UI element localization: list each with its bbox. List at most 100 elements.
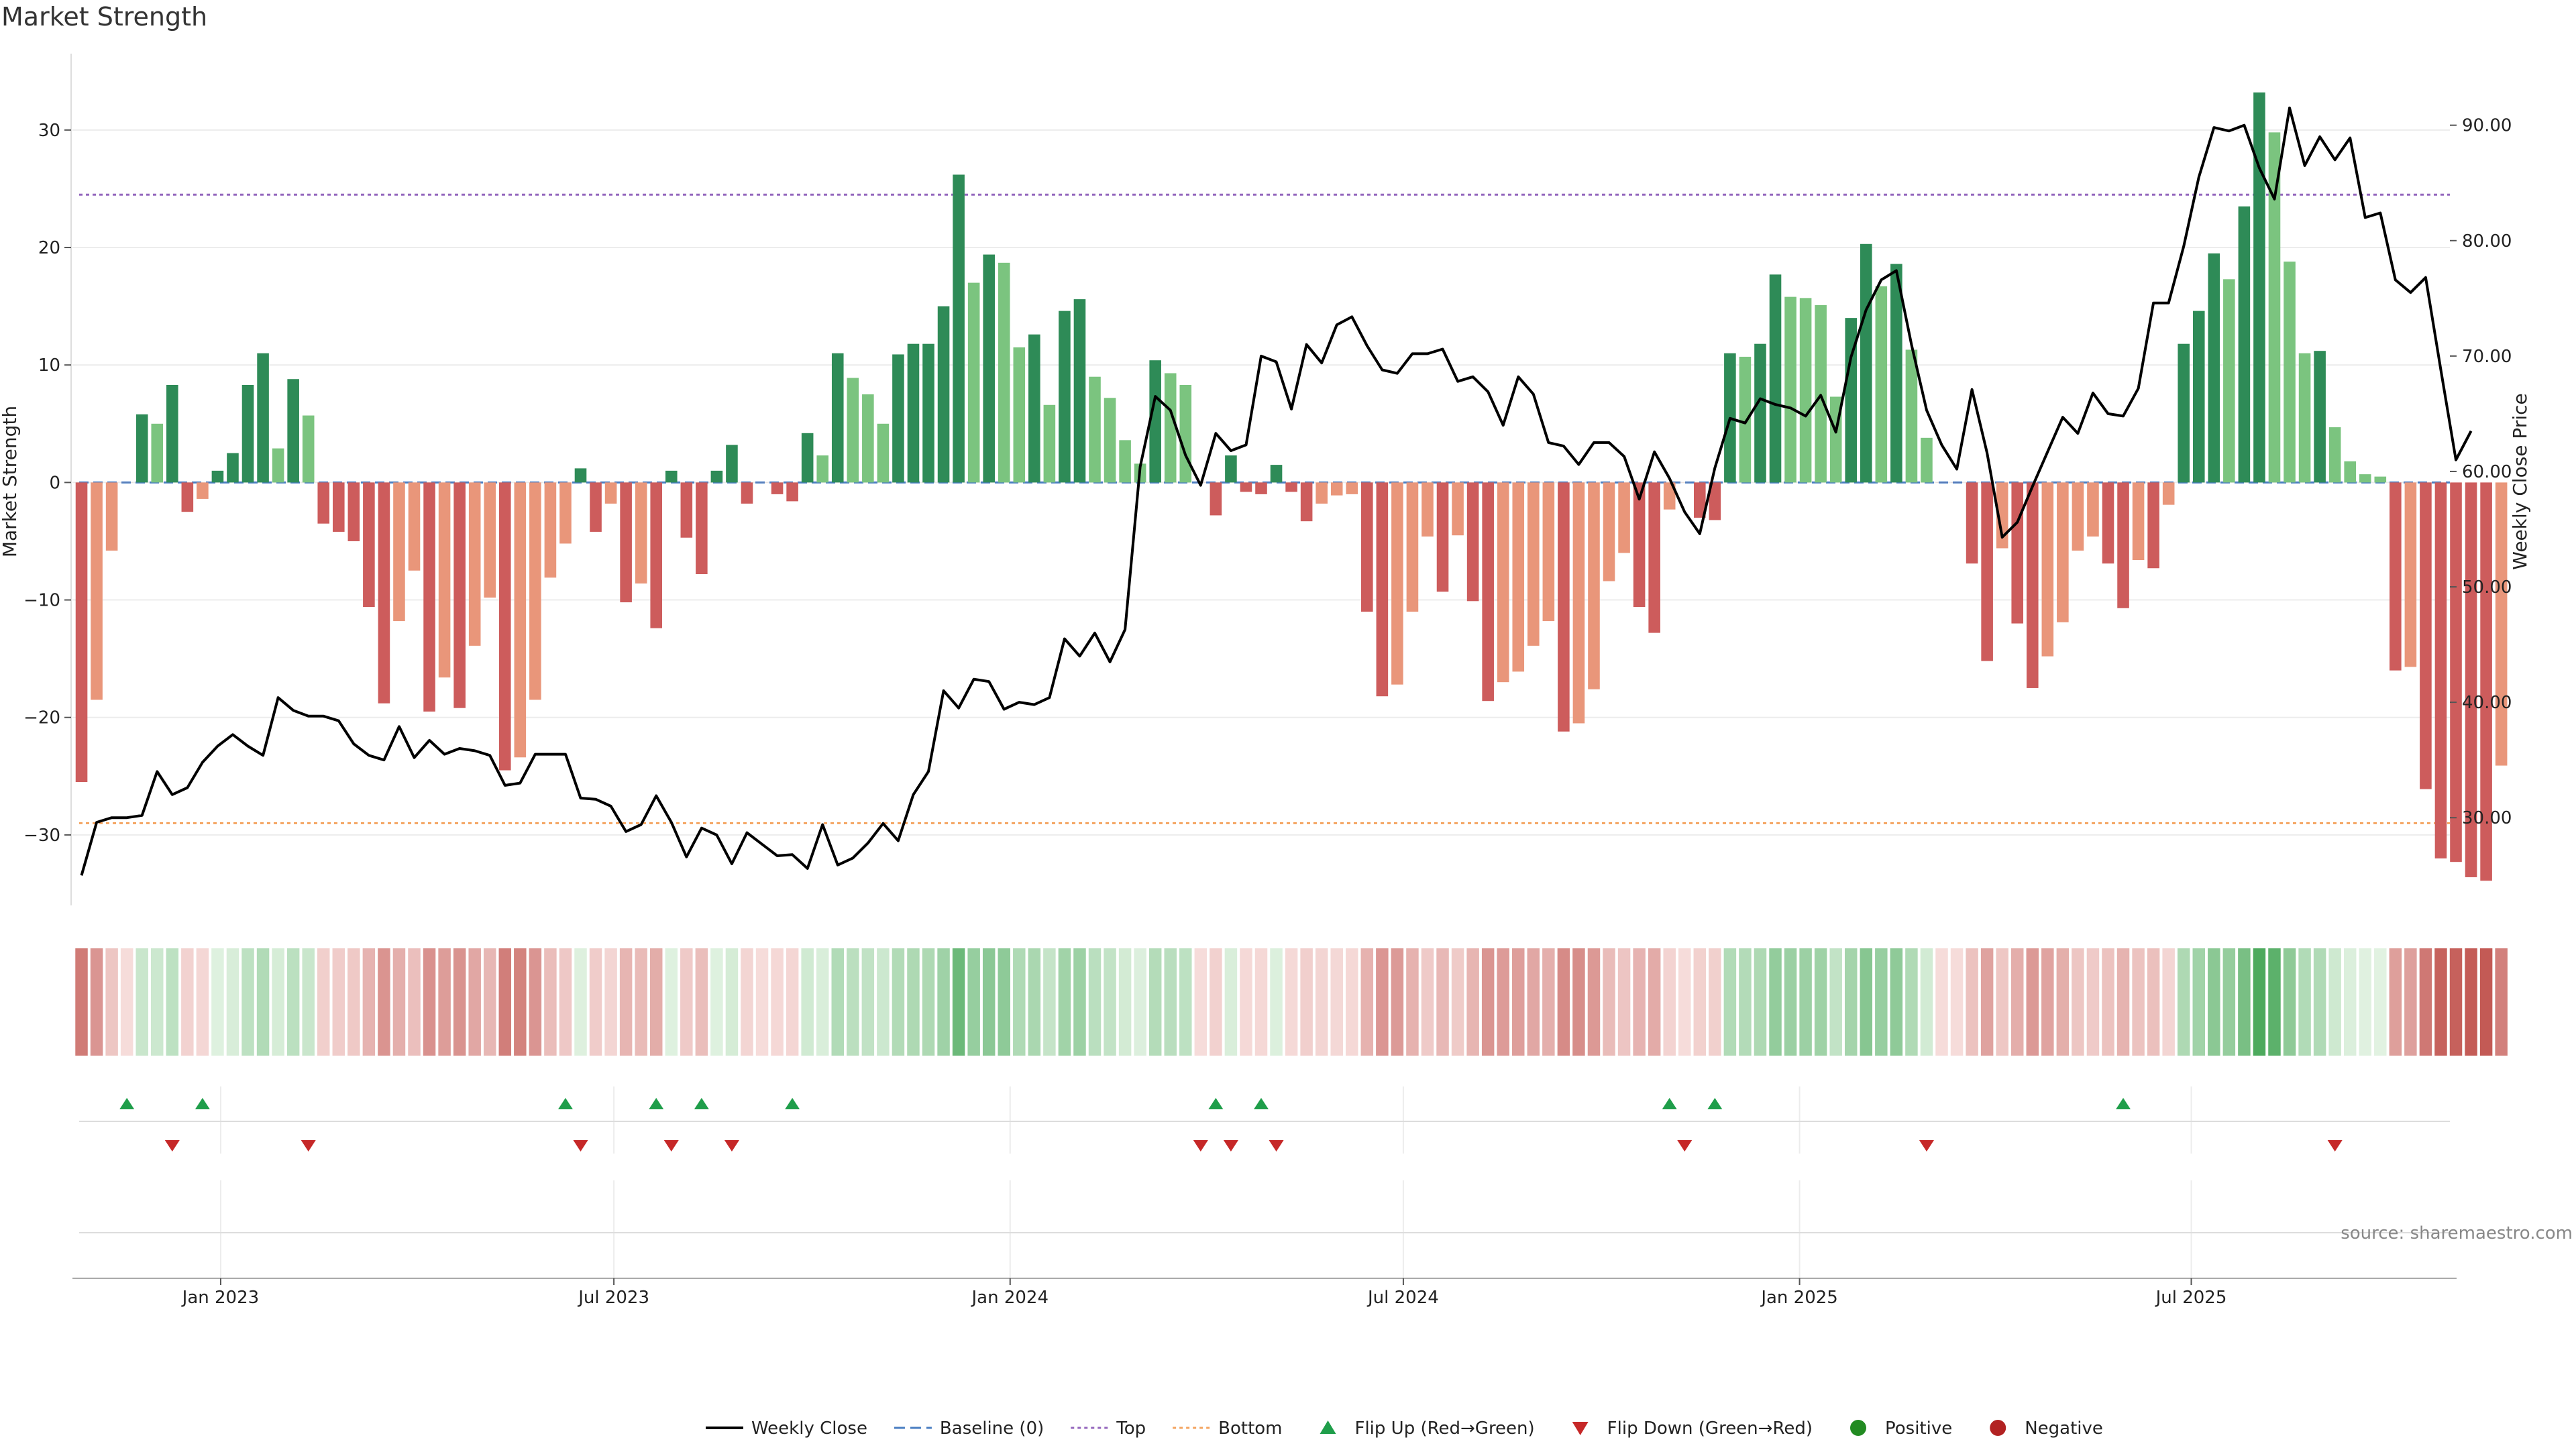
heat-cell: [559, 948, 572, 1056]
heat-cell: [1482, 948, 1494, 1056]
strength-bar: [968, 283, 980, 483]
heat-cell: [197, 948, 209, 1056]
heat-cell: [1195, 948, 1207, 1056]
strength-bar: [2329, 427, 2341, 482]
heat-cell: [1921, 948, 1933, 1056]
heat-cell: [2208, 948, 2220, 1056]
strength-bar: [2057, 482, 2069, 622]
heat-cell: [423, 948, 435, 1056]
heat-cell: [1542, 948, 1554, 1056]
left-tick-label: −10: [23, 591, 60, 611]
strength-bar: [1588, 482, 1600, 689]
x-tick-label: Jan 2023: [181, 1288, 260, 1308]
heat-cell: [2072, 948, 2084, 1056]
heat-cell: [2359, 948, 2371, 1056]
legend-label: Flip Down (Green→Red): [1607, 1418, 1813, 1439]
heat-cell: [1028, 948, 1040, 1056]
heat-cell: [1346, 948, 1358, 1056]
x-tick-label: Jan 2024: [971, 1288, 1049, 1308]
strength-bar: [515, 482, 527, 757]
heat-cell: [741, 948, 753, 1056]
heat-cell: [1466, 948, 1479, 1056]
heat-cell: [1558, 948, 1570, 1056]
heat-cell: [2404, 948, 2416, 1056]
strength-bar: [529, 482, 541, 700]
heat-cell: [1104, 948, 1116, 1056]
heat-cell: [1633, 948, 1645, 1056]
strength-bar: [1119, 440, 1131, 482]
strength-bar: [2072, 482, 2084, 551]
heat-cell: [786, 948, 798, 1056]
heat-cell: [2344, 948, 2356, 1056]
strength-bar: [2284, 262, 2296, 482]
strength-bar: [257, 353, 269, 483]
heat-cell: [1875, 948, 1887, 1056]
heat-cell: [832, 948, 844, 1056]
heat-cell: [967, 948, 979, 1056]
strength-bar: [439, 482, 451, 677]
strength-bar: [2208, 254, 2220, 483]
left-tick-label: 20: [38, 238, 60, 258]
strength-bar: [1210, 482, 1222, 515]
strength-bar: [1497, 482, 1509, 682]
heat-cell: [1255, 948, 1267, 1056]
strength-bar: [922, 344, 934, 483]
heat-cell: [1225, 948, 1237, 1056]
strength-bar: [1906, 349, 1918, 482]
strength-bar: [2163, 482, 2175, 504]
heat-cell: [1603, 948, 1615, 1056]
strength-bar: [1421, 482, 1434, 537]
heat-cell: [105, 948, 117, 1056]
heat-cell: [1391, 948, 1403, 1056]
heat-cell: [801, 948, 813, 1056]
legend-swatch: [1990, 1420, 2006, 1436]
heat-cell: [2390, 948, 2402, 1056]
strength-bar: [1301, 482, 1313, 521]
heat-cell: [166, 948, 178, 1056]
heat-cell: [1996, 948, 2008, 1056]
right-tick-label: 50.00: [2462, 577, 2512, 598]
strength-bar: [2178, 344, 2190, 483]
heat-cell: [484, 948, 496, 1056]
heat-cell: [75, 948, 87, 1056]
strength-bar: [378, 482, 390, 703]
heat-cell: [393, 948, 405, 1056]
heat-cell: [1815, 948, 1827, 1056]
strength-bar: [2314, 351, 2326, 482]
heat-cell: [1951, 948, 1963, 1056]
strength-bar: [726, 445, 738, 482]
strength-bar: [272, 449, 284, 483]
heat-cell: [1119, 948, 1131, 1056]
right-tick-label: 40.00: [2462, 693, 2512, 713]
heat-cell: [2223, 948, 2235, 1056]
strength-bar: [575, 468, 587, 482]
heat-cell: [438, 948, 450, 1056]
heat-cell: [771, 948, 783, 1056]
heat-cell: [136, 948, 148, 1056]
strength-bar: [1648, 482, 1660, 632]
strength-bar: [2011, 482, 2023, 623]
strength-bar: [1558, 482, 1570, 731]
legend-label: Baseline (0): [940, 1418, 1044, 1439]
legend-label: Weekly Close: [751, 1418, 867, 1439]
heat-cell: [1724, 948, 1736, 1056]
chart-title: Market Strength: [1, 2, 207, 32]
strength-bar: [771, 482, 784, 494]
strength-bar: [2253, 93, 2265, 483]
strength-bar: [847, 378, 859, 482]
right-tick-label: 80.00: [2462, 231, 2512, 252]
strength-bar: [2390, 482, 2402, 670]
strength-bar: [1633, 482, 1646, 607]
strength-bar: [1391, 482, 1403, 684]
strength-bar: [423, 482, 435, 712]
heat-cell: [2253, 948, 2265, 1056]
strength-bar: [1089, 377, 1101, 483]
strength-bar: [1044, 405, 1056, 483]
strength-bar: [2420, 482, 2432, 789]
heat-cell: [937, 948, 949, 1056]
heat-cell: [287, 948, 299, 1056]
heat-cell: [1361, 948, 1373, 1056]
strength-bar: [2102, 482, 2114, 563]
heat-cell: [877, 948, 889, 1056]
